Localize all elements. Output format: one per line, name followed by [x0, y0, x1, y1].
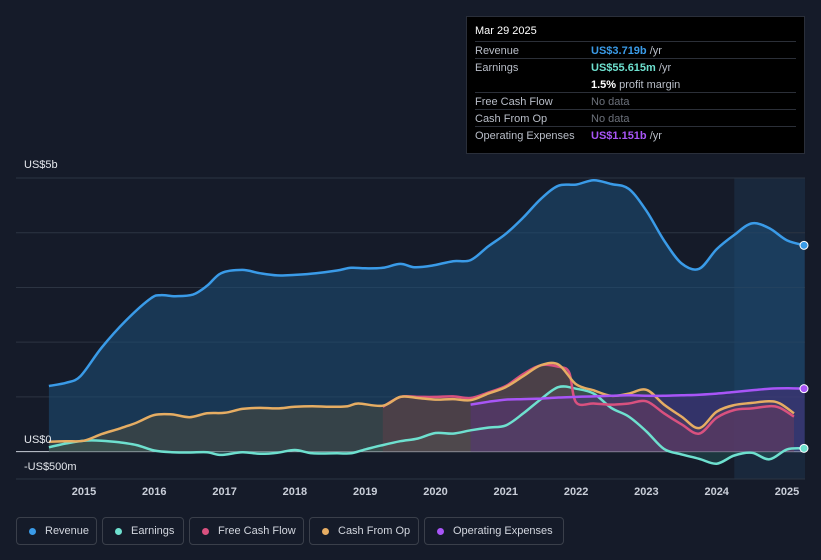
revenue-end-marker	[799, 240, 809, 250]
legend-label: Free Cash Flow	[218, 525, 296, 537]
tooltip-row-earnings: Earnings US$55.615m /yr	[475, 58, 796, 76]
y-tick-label: -US$500m	[24, 461, 77, 473]
data-tooltip: Mar 29 2025 Revenue US$3.719b /yr Earnin…	[466, 16, 805, 154]
x-tick-label: 2025	[775, 486, 799, 498]
legend-label: Revenue	[45, 525, 90, 537]
tooltip-value: No data	[591, 96, 630, 108]
x-tick-label: 2015	[72, 486, 96, 498]
tooltip-label: Free Cash Flow	[475, 96, 553, 108]
operating-expenses-end-marker	[799, 384, 809, 394]
x-tick-label: 2019	[353, 486, 377, 498]
cash-from-op-line	[48, 361, 795, 444]
tooltip-label: Earnings	[475, 62, 519, 74]
free-cash-flow-area	[382, 364, 794, 452]
free-cash-flow-line	[382, 363, 795, 435]
tooltip-value: No data	[591, 113, 630, 125]
tooltip-label: Revenue	[475, 45, 520, 57]
revenue-area	[48, 180, 805, 452]
series-areas	[48, 180, 805, 464]
x-axis-labels: 2015 2016 2017 2018 2019 2020 2021 2022 2023 2024…	[72, 486, 799, 498]
legend-operating-expenses[interactable]: Operating Expenses	[424, 517, 564, 545]
tooltip-row-free-cash-flow: Free Cash Flow No data	[475, 92, 796, 110]
legend-dot-icon	[437, 528, 444, 535]
series-end-markers	[799, 240, 809, 453]
x-tick-label: 2023	[634, 486, 658, 498]
x-tick-label: 2022	[564, 486, 588, 498]
tooltip-unit: /yr	[646, 130, 662, 142]
legend-dot-icon	[322, 528, 329, 535]
tooltip-row-cash-from-op: Cash From Op No data	[475, 109, 796, 127]
tooltip-row-revenue: Revenue US$3.719b /yr	[475, 41, 796, 59]
tooltip-value: 1.5%	[591, 79, 617, 91]
operating-expenses-line	[470, 386, 805, 406]
tooltip-unit: /yr	[646, 45, 662, 57]
y-tick-label: US$0	[24, 434, 52, 446]
tooltip-row-operating-expenses: Operating Expenses US$1.151b /yr	[475, 126, 796, 144]
tooltip-date: Mar 29 2025	[475, 25, 537, 37]
tooltip-value: US$1.151b	[591, 130, 647, 142]
x-tick-label: 2017	[212, 486, 236, 498]
tooltip-label: Operating Expenses	[475, 130, 575, 142]
cash-from-op-area	[48, 362, 794, 452]
operating-expenses-area	[470, 388, 805, 452]
x-tick-label: 2020	[423, 486, 447, 498]
legend-dot-icon	[29, 528, 36, 535]
legend-earnings[interactable]: Earnings	[102, 517, 184, 545]
earnings-area	[48, 386, 805, 464]
y-tick-label: US$5b	[24, 159, 58, 171]
x-tick-label: 2021	[494, 486, 518, 498]
y-axis-labels: US$5b US$0 -US$500m	[24, 159, 77, 473]
legend-label: Earnings	[131, 525, 175, 537]
tooltip-unit: profit margin	[616, 79, 681, 91]
legend-label: Operating Expenses	[453, 525, 553, 537]
legend-free-cash-flow[interactable]: Free Cash Flow	[189, 517, 304, 545]
revenue-line	[48, 178, 805, 388]
tooltip-row-profit-margin: 1.5% profit margin	[475, 75, 796, 93]
series-lines	[48, 178, 805, 465]
legend-dot-icon	[202, 528, 209, 535]
tooltip-value: US$55.615m	[591, 62, 656, 74]
tooltip-value: US$3.719b	[591, 45, 647, 57]
tooltip-unit: /yr	[655, 62, 672, 74]
x-tick-label: 2016	[142, 486, 166, 498]
x-tick-label: 2018	[283, 486, 307, 498]
legend-dot-icon	[115, 528, 122, 535]
tooltip-label: Cash From Op	[475, 113, 548, 125]
legend-revenue[interactable]: Revenue	[16, 517, 97, 545]
legend-cash-from-op[interactable]: Cash From Op	[309, 517, 419, 545]
earnings-line	[48, 385, 805, 465]
x-tick-label: 2024	[704, 486, 729, 498]
legend-label: Cash From Op	[338, 525, 411, 537]
earnings-end-marker	[799, 443, 809, 453]
